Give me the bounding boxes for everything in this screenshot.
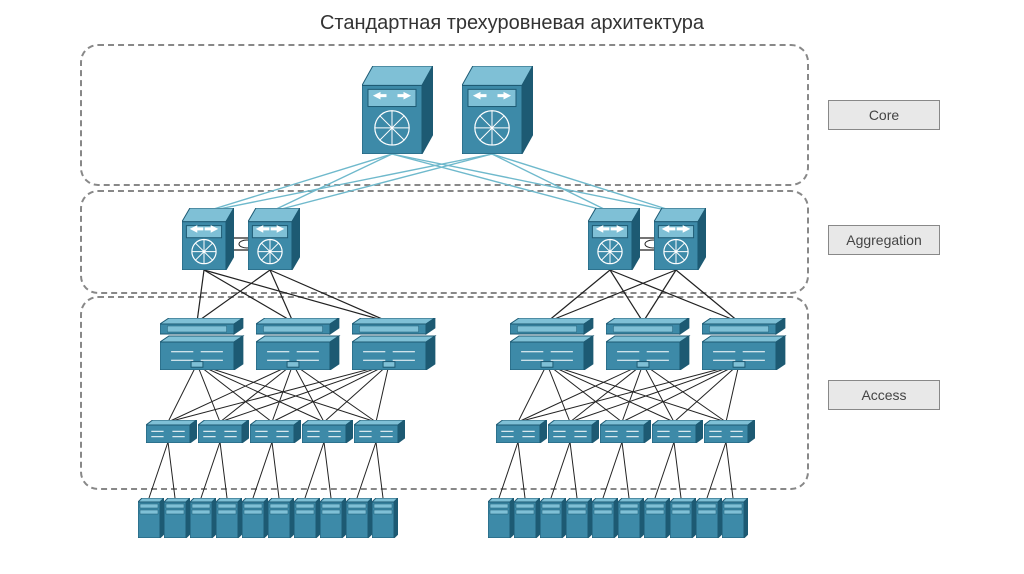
server-1: [164, 498, 190, 538]
core-switch-0: [362, 66, 433, 154]
access-stack-1: [256, 318, 341, 370]
server-2: [190, 498, 216, 538]
server-5: [268, 498, 294, 538]
server-19: [722, 498, 748, 538]
access-switch-9: [704, 420, 755, 443]
server-10: [488, 498, 514, 538]
server-9: [372, 498, 398, 538]
access-stack-2: [352, 318, 437, 370]
server-15: [618, 498, 644, 538]
server-12: [540, 498, 566, 538]
access-stack-5: [702, 318, 787, 370]
access-switch-6: [548, 420, 599, 443]
access-switch-7: [600, 420, 651, 443]
diagram-container: Стандартная трехуровневая архитектура Co…: [0, 0, 1024, 574]
access-switch-3: [302, 420, 353, 443]
core-switch-1: [462, 66, 533, 154]
server-13: [566, 498, 592, 538]
access-switch-4: [354, 420, 405, 443]
access-stack-0: [160, 318, 245, 370]
server-7: [320, 498, 346, 538]
server-4: [242, 498, 268, 538]
server-11: [514, 498, 540, 538]
access-switch-5: [496, 420, 547, 443]
server-16: [644, 498, 670, 538]
server-6: [294, 498, 320, 538]
access-stack-4: [606, 318, 691, 370]
access-switch-2: [250, 420, 301, 443]
aggregation-switch-1: [248, 208, 300, 270]
server-3: [216, 498, 242, 538]
server-17: [670, 498, 696, 538]
server-18: [696, 498, 722, 538]
aggregation-switch-2: [588, 208, 640, 270]
server-14: [592, 498, 618, 538]
access-switch-0: [146, 420, 197, 443]
server-0: [138, 498, 164, 538]
aggregation-switch-3: [654, 208, 706, 270]
access-switch-8: [652, 420, 703, 443]
aggregation-switch-0: [182, 208, 234, 270]
server-8: [346, 498, 372, 538]
access-stack-3: [510, 318, 595, 370]
access-switch-1: [198, 420, 249, 443]
